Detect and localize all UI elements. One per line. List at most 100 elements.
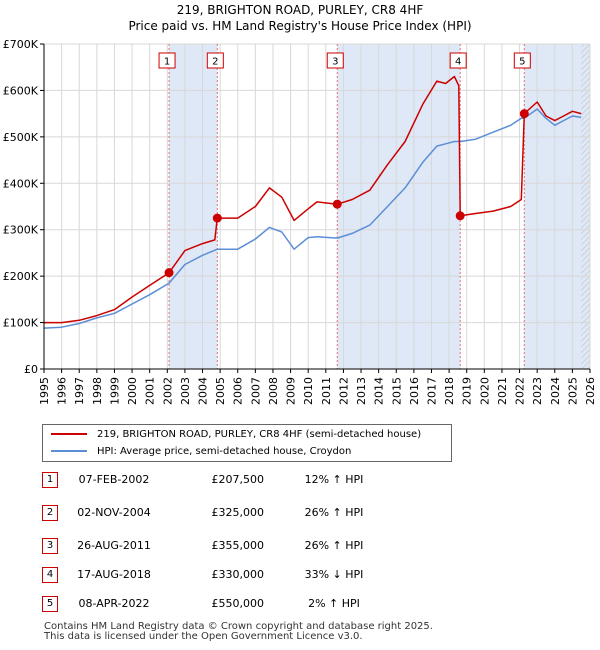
sale-price: £207,500 (211, 473, 265, 486)
sale-point (164, 268, 174, 278)
x-tick-label: 2004 (197, 377, 210, 405)
sale-marker-label: 3 (332, 57, 338, 68)
chart-title: 219, BRIGHTON ROAD, PURLEY, CR8 4HF (176, 3, 424, 17)
sale-marker-box (206, 52, 224, 69)
sale-date: 17-AUG-2018 (77, 568, 151, 581)
x-tick-label: 2018 (443, 377, 456, 405)
sale-price: £325,000 (211, 506, 265, 519)
x-tick-label: 2016 (408, 377, 421, 405)
sale-price: £330,000 (211, 568, 265, 581)
x-tick-label: 2001 (144, 377, 157, 405)
legend-label-property: 219, BRIGHTON ROAD, PURLEY, CR8 4HF (sem… (97, 429, 422, 440)
x-tick-label: 1995 (38, 377, 51, 405)
x-tick-label: 1996 (56, 377, 69, 405)
legend-item-hpi: HPI: Average price, semi-detached house,… (51, 444, 351, 460)
sale-number-badge: 4 (42, 567, 58, 583)
x-tick-label: 2017 (425, 377, 438, 405)
plot-background (44, 44, 590, 369)
x-tick-label: 2023 (531, 377, 544, 405)
y-tick-label: £100K (3, 317, 39, 330)
chart-title-block: 219, BRIGHTON ROAD, PURLEY, CR8 4HF Pric… (0, 2, 600, 34)
y-tick-label: £500K (3, 131, 39, 144)
x-tick-label: 2007 (249, 377, 262, 405)
x-tick-label: 2002 (161, 377, 174, 405)
x-tick-label: 2008 (267, 377, 280, 405)
x-tick-label: 2019 (461, 377, 474, 405)
y-tick-label: £300K (3, 224, 39, 237)
sale-point (332, 199, 342, 209)
sale-price: £355,000 (211, 539, 265, 552)
x-tick-label: 2020 (478, 377, 491, 405)
sale-number-badge: 2 (42, 505, 58, 521)
x-tick-label: 2012 (337, 377, 350, 405)
sale-date: 02-NOV-2004 (77, 506, 151, 519)
sale-marker-box (449, 52, 467, 69)
x-tick-label: 2013 (355, 377, 368, 405)
x-tick-label: 1997 (73, 377, 86, 405)
sale-hpi-diff: 26% ↑ HPI (304, 539, 364, 552)
price-chart: £0 £100K £200K £300K £400K £500K £600K £700K 199… (3, 38, 597, 405)
x-tick-label: 2022 (514, 377, 527, 405)
footer-licence: This data is licensed under the Open Gov… (44, 631, 363, 642)
sale-point (519, 109, 529, 119)
sale-point (212, 213, 222, 223)
x-tick-label: 2003 (179, 377, 192, 405)
sale-number-badge: 5 (42, 596, 58, 612)
sale-row: 2 02-NOV-2004 £325,000 26% ↑ HPI (42, 503, 562, 523)
x-tick-label: 2005 (214, 377, 227, 405)
x-tick-label: 2025 (566, 377, 579, 405)
ownership-shade (524, 44, 590, 369)
forecast-hatch (581, 44, 590, 369)
sale-marker-box (158, 52, 176, 69)
sale-marker-label: 2 (212, 57, 218, 68)
sale-hpi-diff: 33% ↓ HPI (304, 568, 364, 581)
sale-row: 3 26-AUG-2011 £355,000 26% ↑ HPI (42, 536, 562, 556)
sale-marker-label: 4 (455, 57, 461, 68)
y-tick-label: £200K (3, 270, 39, 283)
sale-point (455, 211, 465, 221)
hpi-line (43, 108, 582, 329)
y-tick-label: £0 (24, 363, 38, 376)
chart-subtitle: Price paid vs. HM Land Registry's House … (128, 19, 472, 33)
ownership-shade (169, 44, 218, 369)
sale-date: 26-AUG-2011 (77, 539, 151, 552)
x-tick-label: 2026 (584, 377, 597, 405)
footer: Contains HM Land Registry data © Crown c… (44, 622, 433, 642)
legend: 219, BRIGHTON ROAD, PURLEY, CR8 4HF (sem… (42, 424, 452, 462)
sale-hpi-diff: 12% ↑ HPI (304, 473, 364, 486)
x-tick-label: 2015 (390, 377, 403, 405)
x-tick-label: 2009 (285, 377, 298, 405)
y-tick-label: £400K (3, 177, 39, 190)
sale-marker-box (513, 52, 531, 69)
sale-hpi-diff: 2% ↑ HPI (308, 597, 360, 610)
legend-swatch-property (51, 433, 87, 435)
x-tick-label: 1998 (91, 377, 104, 405)
legend-label-hpi: HPI: Average price, semi-detached house,… (97, 446, 352, 457)
x-tick-label: 2014 (373, 377, 386, 405)
x-tick-label: 2000 (126, 377, 139, 405)
sale-marker-label: 5 (519, 57, 525, 68)
footer-copyright: Contains HM Land Registry data © Crown c… (44, 621, 433, 632)
y-tick-label: £600K (3, 84, 39, 97)
sale-price: £550,000 (211, 597, 265, 610)
y-tick-label: £700K (3, 38, 39, 51)
x-tick-label: 1999 (108, 377, 121, 405)
sale-row: 5 08-APR-2022 £550,000 2% ↑ HPI (42, 594, 562, 614)
x-tick-label: 2011 (320, 377, 333, 405)
legend-item-property: 219, BRIGHTON ROAD, PURLEY, CR8 4HF (sem… (51, 427, 421, 443)
x-tick-label: 2010 (302, 377, 315, 405)
sale-marker-label: 1 (164, 57, 170, 68)
sale-date: 08-APR-2022 (78, 597, 150, 610)
sale-number-badge: 3 (42, 538, 58, 554)
sale-row: 1 07-FEB-2002 £207,500 12% ↑ HPI (42, 470, 562, 490)
legend-swatch-hpi (51, 450, 87, 452)
property-price-line (44, 75, 582, 324)
x-tick-label: 2006 (232, 377, 245, 405)
sale-marker-box (326, 52, 344, 69)
sale-number-badge: 1 (42, 472, 58, 488)
x-tick-label: 2024 (549, 377, 562, 405)
sale-date: 07-FEB-2002 (78, 473, 150, 486)
ownership-shade (337, 44, 461, 369)
sale-row: 4 17-AUG-2018 £330,000 33% ↓ HPI (42, 565, 562, 585)
x-tick-label: 2021 (496, 377, 509, 405)
